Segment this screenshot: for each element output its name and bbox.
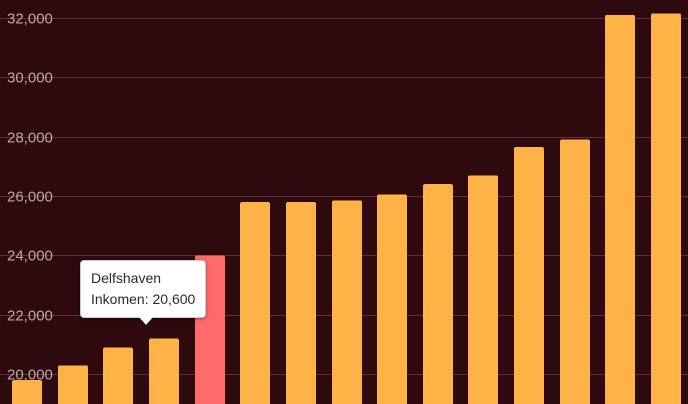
bars [12, 13, 681, 404]
bar[interactable] [651, 13, 681, 404]
bar[interactable] [12, 380, 42, 404]
y-tick-label: 22,000 [7, 308, 53, 325]
bar[interactable] [332, 200, 362, 404]
tooltip-pointer [138, 316, 154, 325]
bar[interactable] [103, 347, 133, 404]
bar[interactable] [468, 175, 498, 404]
y-tick-label: 24,000 [7, 248, 53, 265]
bar[interactable] [58, 365, 88, 404]
tooltip-title: Delfshaven [91, 270, 162, 286]
bar[interactable] [423, 184, 453, 404]
y-tick-label: 20,000 [7, 367, 53, 384]
bar[interactable] [149, 338, 179, 404]
bar[interactable] [286, 202, 316, 404]
tooltip-value: Inkomen: 20,600 [91, 291, 196, 307]
bar[interactable] [560, 139, 590, 404]
y-tick-label: 26,000 [7, 189, 53, 206]
bar[interactable] [240, 202, 270, 404]
y-tick-label: 32,000 [7, 11, 53, 28]
bar-tooltip: Delfshaven Inkomen: 20,600 [80, 260, 207, 318]
bar[interactable] [377, 194, 407, 404]
bar[interactable] [514, 147, 544, 404]
y-tick-label: 30,000 [7, 70, 53, 87]
y-tick-label: 28,000 [7, 130, 53, 147]
y-axis-tick-labels: 20,000 22,000 24,000 26,000 28,000 30,000 32,0… [7, 11, 53, 384]
bar[interactable] [605, 14, 635, 404]
